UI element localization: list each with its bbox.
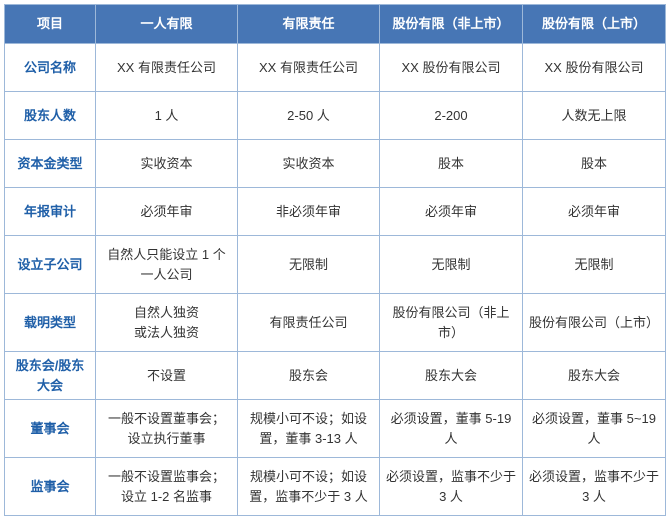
table-cell: 必须年审 <box>523 188 666 236</box>
col-header-shares-listed: 股份有限（上市） <box>523 5 666 44</box>
table-cell: 2-50 人 <box>238 92 380 140</box>
table-cell: 一般不设置监事会；设立 1-2 名监事 <box>96 458 238 516</box>
row-header: 资本金类型 <box>5 140 96 188</box>
table-row: 载明类型自然人独资或法人独资有限责任公司股份有限公司（非上市）股份有限公司（上市… <box>5 294 666 352</box>
table-cell: 有限责任公司 <box>238 294 380 352</box>
table-cell: 股本 <box>523 140 666 188</box>
table-cell: 自然人只能设立 1 个一人公司 <box>96 236 238 294</box>
table-cell: XX 有限责任公司 <box>238 44 380 92</box>
table-cell: 无限制 <box>523 236 666 294</box>
table-row: 董事会一般不设置董事会；设立执行董事规模小可不设；如设置，董事 3-13 人必须… <box>5 400 666 458</box>
table-cell: 无限制 <box>380 236 523 294</box>
col-header-one-person: 一人有限 <box>96 5 238 44</box>
table-cell: 无限制 <box>238 236 380 294</box>
table-cell: 实收资本 <box>96 140 238 188</box>
table-row: 设立子公司自然人只能设立 1 个一人公司无限制无限制无限制 <box>5 236 666 294</box>
table-cell: 必须年审 <box>96 188 238 236</box>
table-cell: 股份有限公司（非上市） <box>380 294 523 352</box>
table-row: 监事会一般不设置监事会；设立 1-2 名监事规模小可不设；如设置，监事不少于 3… <box>5 458 666 516</box>
row-header: 载明类型 <box>5 294 96 352</box>
table-cell: 非必须年审 <box>238 188 380 236</box>
col-header-llc: 有限责任 <box>238 5 380 44</box>
table-cell: 人数无上限 <box>523 92 666 140</box>
table-cell: 必须设置，监事不少于 3 人 <box>523 458 666 516</box>
table-header-row: 项目 一人有限 有限责任 股份有限（非上市） 股份有限（上市） <box>5 5 666 44</box>
row-header: 股东会/股东大会 <box>5 352 96 400</box>
table-cell: XX 有限责任公司 <box>96 44 238 92</box>
table-cell: 股份有限公司（上市） <box>523 294 666 352</box>
row-header: 董事会 <box>5 400 96 458</box>
table-cell: 必须设置，监事不少于 3 人 <box>380 458 523 516</box>
table-cell: 必须年审 <box>380 188 523 236</box>
table-cell: 股东大会 <box>380 352 523 400</box>
row-header: 股东人数 <box>5 92 96 140</box>
table-row: 股东人数1 人2-50 人2-200人数无上限 <box>5 92 666 140</box>
table-body: 公司名称XX 有限责任公司XX 有限责任公司XX 股份有限公司XX 股份有限公司… <box>5 44 666 516</box>
row-header: 公司名称 <box>5 44 96 92</box>
row-header: 年报审计 <box>5 188 96 236</box>
table-cell: 2-200 <box>380 92 523 140</box>
row-header: 设立子公司 <box>5 236 96 294</box>
col-header-item: 项目 <box>5 5 96 44</box>
table-cell: 自然人独资或法人独资 <box>96 294 238 352</box>
col-header-shares-unlisted: 股份有限（非上市） <box>380 5 523 44</box>
table-cell: 1 人 <box>96 92 238 140</box>
table-cell: 实收资本 <box>238 140 380 188</box>
table-row: 公司名称XX 有限责任公司XX 有限责任公司XX 股份有限公司XX 股份有限公司 <box>5 44 666 92</box>
table-cell: 股东大会 <box>523 352 666 400</box>
row-header: 监事会 <box>5 458 96 516</box>
table-cell: 必须设置，董事 5~19 人 <box>523 400 666 458</box>
table-cell: 股本 <box>380 140 523 188</box>
table-row: 年报审计必须年审非必须年审必须年审必须年审 <box>5 188 666 236</box>
table-cell: 规模小可不设；如设置，监事不少于 3 人 <box>238 458 380 516</box>
table-cell: 一般不设置董事会；设立执行董事 <box>96 400 238 458</box>
table-cell: XX 股份有限公司 <box>523 44 666 92</box>
table-cell: 不设置 <box>96 352 238 400</box>
table-cell: 必须设置，董事 5-19 人 <box>380 400 523 458</box>
table-cell: 股东会 <box>238 352 380 400</box>
table-cell: 规模小可不设；如设置，董事 3-13 人 <box>238 400 380 458</box>
table-row: 资本金类型实收资本实收资本股本股本 <box>5 140 666 188</box>
company-type-comparison-table: 项目 一人有限 有限责任 股份有限（非上市） 股份有限（上市） 公司名称XX 有… <box>4 4 666 516</box>
table-row: 股东会/股东大会不设置股东会股东大会股东大会 <box>5 352 666 400</box>
table-cell: XX 股份有限公司 <box>380 44 523 92</box>
